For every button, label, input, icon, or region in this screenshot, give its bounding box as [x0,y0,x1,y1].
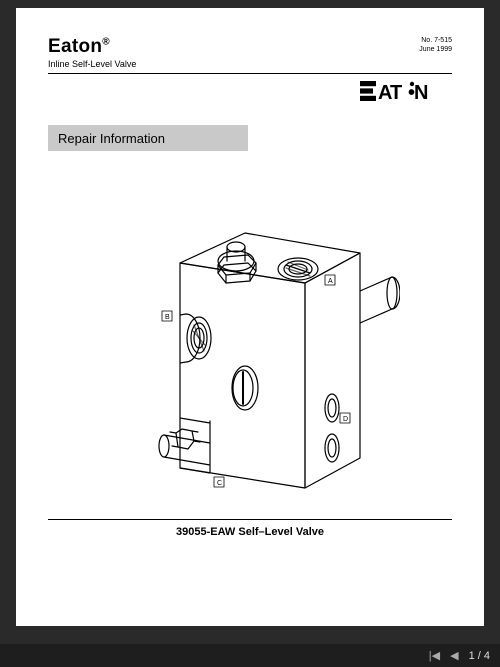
section-title: Repair Information [58,131,165,146]
company-logo: AT •N [48,80,452,107]
brand-name: Eaton® [48,36,136,58]
document-info: No. 7-515 June 1999 [419,36,452,54]
document-date: June 1999 [419,45,452,54]
eaton-logo-icon: AT •N [360,80,452,102]
product-subtitle: Inline Self-Level Valve [48,59,136,69]
brand-text: Eaton [48,36,102,57]
svg-text:AT: AT [378,82,402,102]
header: Eaton® Inline Self-Level Valve No. 7-515… [48,36,452,69]
prev-page-button[interactable]: ◀ [450,649,458,662]
port-label-c: C [217,480,222,487]
page-counter: 1 / 4 [469,650,490,662]
valve-diagram: A B C D [48,173,452,503]
brand-block: Eaton® Inline Self-Level Valve [48,36,136,69]
pdf-pager: |◀ ◀ 1 / 4 [0,644,500,667]
header-rule [48,73,452,74]
svg-text:•N: •N [408,82,428,102]
port-label-a: A [328,278,333,285]
port-label-b: B [165,314,170,321]
port-label-d: D [343,416,348,423]
valve-line-drawing-icon: A B C D [100,173,400,503]
section-title-bar: Repair Information [48,125,248,151]
figure-caption: 39055-EAW Self–Level Valve [48,526,452,538]
registered-mark: ® [102,37,110,48]
first-page-button[interactable]: |◀ [429,649,440,662]
caption-rule [48,519,452,520]
document-number: No. 7-515 [419,36,452,45]
document-page: Eaton® Inline Self-Level Valve No. 7-515… [16,8,484,626]
